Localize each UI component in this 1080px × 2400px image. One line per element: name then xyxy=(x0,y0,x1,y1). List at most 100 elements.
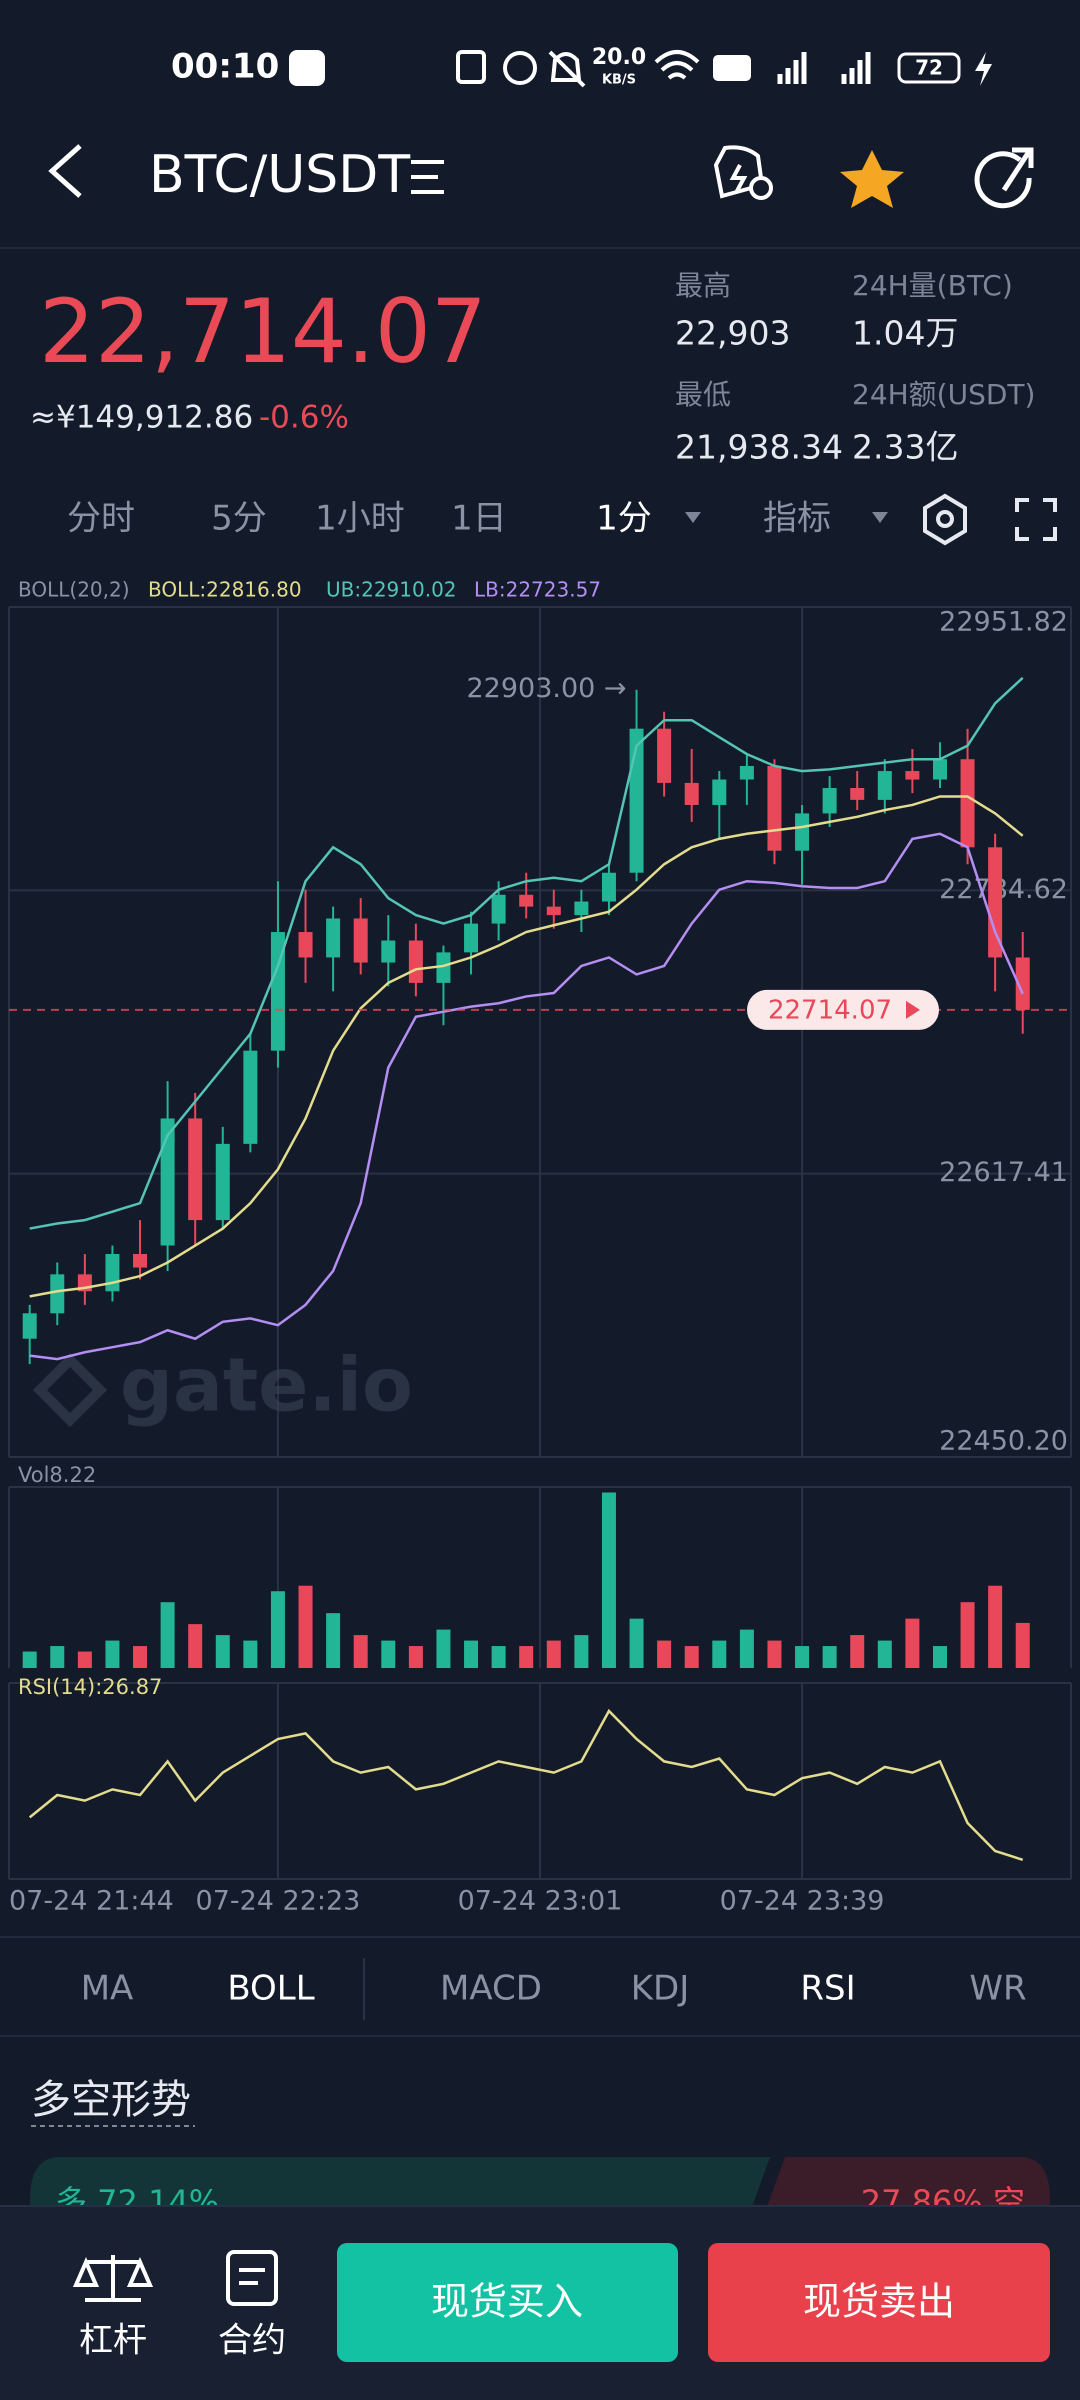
boll-line xyxy=(29,795,1024,1298)
legend-entry: UB:22910.02 xyxy=(326,578,457,602)
candle-body xyxy=(408,940,423,983)
candle-body xyxy=(519,894,534,907)
timeframe-tab[interactable]: 5分 xyxy=(211,499,267,539)
indicator-tab[interactable]: MACD xyxy=(440,1969,542,2009)
net-unit: KB/S xyxy=(602,73,636,88)
mute-icon xyxy=(548,50,586,88)
volume-bar xyxy=(491,1646,506,1668)
charging-icon xyxy=(975,52,992,86)
y-tick-label: 22617.41 xyxy=(939,1157,1068,1188)
pair-menu-icon[interactable] xyxy=(411,160,444,194)
timeframe-tab[interactable]: 1分 xyxy=(596,499,652,539)
sell-label[interactable]: 现货卖出 xyxy=(803,2280,955,2324)
last-price-label: 22714.07 xyxy=(768,995,892,1025)
nav-label[interactable]: 合约 xyxy=(218,2321,286,2361)
boll-line xyxy=(29,832,1024,1361)
volume-bar xyxy=(188,1624,203,1668)
pair-title[interactable]: BTC/USDT xyxy=(149,145,410,205)
sell-button[interactable] xyxy=(708,2243,1050,2362)
volume-bar xyxy=(932,1646,947,1668)
candle-body xyxy=(712,779,727,805)
indicator-tab[interactable]: WR xyxy=(969,1969,1026,2009)
candle-body xyxy=(795,813,810,851)
rsi-title: RSI(14):26.87 xyxy=(18,1675,162,1699)
candle-body xyxy=(767,765,782,851)
nav-label[interactable]: 杠杆 xyxy=(79,2321,147,2361)
stat-label: 最低 xyxy=(675,378,731,411)
candle-body xyxy=(932,759,947,780)
wifi-icon xyxy=(654,50,700,80)
candle-body xyxy=(105,1253,120,1292)
stat-label: 24H额(USDT) xyxy=(852,378,1035,411)
candle-body xyxy=(822,788,837,814)
volume-bar xyxy=(684,1646,699,1668)
candle-body xyxy=(491,894,506,924)
alarm-icon xyxy=(503,51,537,85)
volume-bar xyxy=(877,1640,892,1668)
alert-icon[interactable] xyxy=(713,145,765,199)
charts: 07-24 21:44 07-24 22:23 07-24 23:01 07-24 2… xyxy=(8,578,1072,1917)
buy-label[interactable]: 现货买入 xyxy=(431,2280,583,2324)
candle-body xyxy=(657,728,672,783)
x-tick-label: 07-24 23:39 xyxy=(720,1886,885,1917)
legend-indicator: BOLL(20,2) xyxy=(18,578,130,602)
max-annotation: 22903.00 → xyxy=(466,673,626,704)
volume-bar xyxy=(298,1585,313,1668)
signal-4g xyxy=(777,52,807,84)
leverage-icon[interactable] xyxy=(72,2255,154,2302)
last-price: 22,714.07 xyxy=(39,280,487,383)
settings-button[interactable] xyxy=(923,493,967,546)
indicator-tab[interactable]: BOLL xyxy=(227,1969,314,2009)
volume-bar xyxy=(546,1640,561,1668)
pill-arrow xyxy=(906,1000,920,1019)
indicator-tab[interactable]: MA xyxy=(81,1969,134,2009)
candle-body xyxy=(326,918,341,958)
volume-title: Vol8.22 xyxy=(18,1463,96,1487)
candle-body xyxy=(188,1118,203,1221)
stat-value: 1.04万 xyxy=(852,314,958,353)
contract-icon[interactable] xyxy=(226,2250,278,2306)
volume-bar xyxy=(464,1640,479,1668)
app-icon xyxy=(289,50,325,86)
rsi-line xyxy=(28,1708,1024,1861)
candle-body xyxy=(298,932,313,958)
volume-bar xyxy=(574,1635,589,1668)
timeframe-tab[interactable]: 1日 xyxy=(451,499,507,539)
legend-entry: LB:22723.57 xyxy=(474,578,601,602)
y-tick-label: 22951.82 xyxy=(939,607,1068,638)
volume-bar xyxy=(22,1651,37,1668)
volume-bar xyxy=(712,1640,727,1668)
clock: 00:10 xyxy=(171,47,279,87)
buy-button[interactable] xyxy=(337,2243,678,2362)
candle-body xyxy=(1015,957,1030,1010)
candle-body xyxy=(574,901,589,916)
volume-bar xyxy=(50,1646,65,1668)
volume-bar xyxy=(519,1646,534,1668)
timeframe-tab[interactable]: 分时 xyxy=(67,499,135,539)
favorite-star[interactable] xyxy=(840,150,904,208)
candle-body xyxy=(850,788,865,800)
back-button[interactable] xyxy=(48,144,82,198)
indicator-tabs: MA BOLL MACD KDJ RSI WR xyxy=(81,1969,1027,2009)
volume-bar xyxy=(77,1651,92,1668)
indicator-tab[interactable]: KDJ xyxy=(631,1969,690,2009)
x-tick-label: 07-24 23:01 xyxy=(458,1886,623,1917)
candle-body xyxy=(546,906,561,916)
candle-body xyxy=(960,759,975,848)
nfc-icon xyxy=(456,50,486,84)
timeframe-tab[interactable]: 指标 xyxy=(763,499,831,539)
share-icon[interactable] xyxy=(974,147,1034,209)
indicator-tab[interactable]: RSI xyxy=(800,1969,855,2009)
fullscreen-button[interactable] xyxy=(1015,498,1057,541)
signal-5g xyxy=(841,52,871,84)
volume-bar xyxy=(215,1635,230,1668)
volume-bar xyxy=(657,1640,672,1668)
stat-label: 24H量(BTC) xyxy=(852,269,1013,302)
timeframe-tab[interactable]: 1小时 xyxy=(315,499,405,539)
candle-body xyxy=(50,1274,65,1314)
candle-body xyxy=(22,1313,37,1339)
volume-bar xyxy=(243,1640,258,1668)
net-speed: 20.0 xyxy=(592,45,646,70)
alert-gear xyxy=(749,176,773,200)
